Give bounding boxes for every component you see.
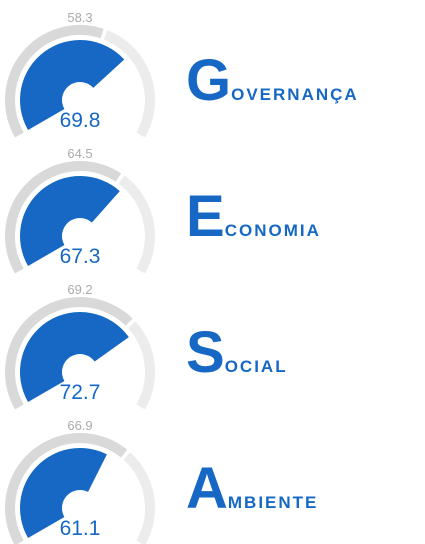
value-label: 69.8 (60, 109, 101, 132)
value-label: 67.3 (60, 245, 101, 268)
gauge-title: AMBIENTE (186, 456, 319, 521)
value-label: 72.7 (60, 381, 101, 404)
gauge-title: ECONOMIA (186, 184, 321, 249)
value-label: 61.1 (60, 517, 101, 540)
gauge-value (19, 448, 107, 538)
gauge-track-rest (118, 175, 155, 274)
gauge-track-rest (103, 30, 155, 138)
gauge-track (5, 161, 122, 274)
reference-mark (115, 172, 125, 185)
reference-label: 66.9 (67, 418, 92, 433)
gauge-track (5, 297, 133, 410)
gauge-track (5, 25, 104, 138)
reference-label: 58.3 (67, 10, 92, 25)
gauge-track-rest (123, 452, 155, 544)
gauge-title: SOCIAL (186, 320, 288, 385)
gauge-value (20, 312, 129, 402)
gauge-track (5, 433, 128, 544)
gauge-track-rest (127, 321, 155, 410)
gauge-title: GOVERNANÇA (186, 48, 359, 113)
gauge-value (20, 176, 120, 266)
reference-mark (100, 28, 108, 41)
reference-mark (125, 318, 136, 329)
reference-mark (120, 449, 131, 461)
reference-label: 69.2 (67, 282, 92, 297)
gauge-value (20, 40, 125, 130)
reference-label: 64.5 (67, 146, 92, 161)
